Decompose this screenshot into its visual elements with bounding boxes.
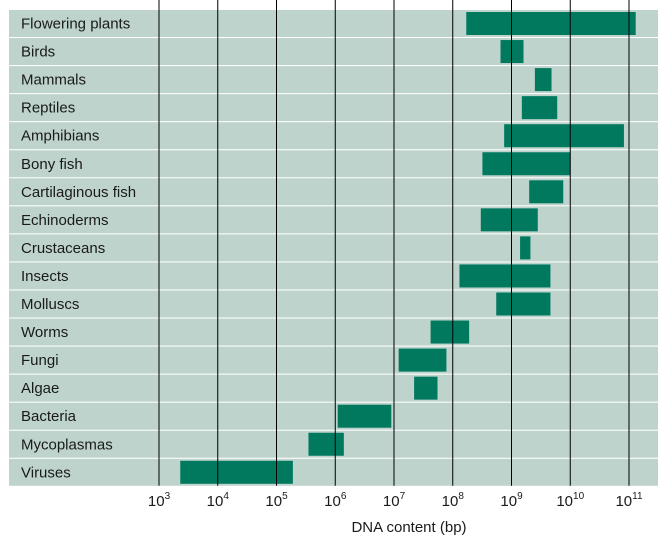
- category-labels: Flowering plants Birds Mammals Reptiles Amph…: [21, 16, 136, 482]
- range-bar: [430, 320, 470, 344]
- range-bars: [180, 12, 636, 484]
- range-bar: [308, 432, 344, 456]
- x-tick-label: 104: [207, 491, 230, 510]
- category-label: Amphibians: [21, 128, 99, 145]
- range-bar: [482, 152, 571, 176]
- range-bar: [534, 68, 552, 92]
- row-band: [9, 346, 658, 374]
- x-tick-label: 105: [265, 491, 288, 510]
- range-bar: [496, 292, 551, 316]
- category-label: Insects: [21, 268, 69, 285]
- row-band: [9, 262, 658, 290]
- category-label: Algae: [21, 380, 59, 397]
- range-bar: [337, 404, 392, 428]
- x-tick-labels: 103 104 105 106 107 108 109 1010 1011: [148, 491, 643, 510]
- row-band: [9, 206, 658, 234]
- range-bar: [398, 348, 447, 372]
- x-axis-title: DNA content (bp): [351, 519, 466, 536]
- x-tick-label: 108: [442, 491, 465, 510]
- range-bar: [520, 236, 531, 260]
- x-tick-label: 109: [500, 491, 523, 510]
- category-label: Bony fish: [21, 156, 83, 173]
- category-label: Birds: [21, 44, 55, 61]
- category-label: Fungi: [21, 352, 59, 369]
- gridlines: [158, 0, 630, 486]
- row-band: [9, 66, 658, 94]
- category-label: Cartilaginous fish: [21, 184, 136, 201]
- category-label: Mycoplasmas: [21, 436, 113, 453]
- range-bar: [414, 376, 438, 400]
- category-label: Viruses: [21, 464, 71, 481]
- row-band: [9, 234, 658, 262]
- category-label: Echinoderms: [21, 212, 109, 229]
- x-tick-label: 106: [324, 491, 347, 510]
- range-bar: [480, 208, 538, 232]
- row-band: [9, 458, 658, 486]
- category-label: Reptiles: [21, 100, 75, 117]
- row-bands: [9, 10, 658, 486]
- row-band: [9, 94, 658, 122]
- range-bar: [529, 180, 564, 204]
- x-tick-label: 1010: [556, 491, 584, 510]
- category-label: Worms: [21, 324, 68, 341]
- row-band: [9, 318, 658, 346]
- range-bar: [466, 12, 636, 35]
- x-tick-label: 107: [383, 491, 406, 510]
- row-band: [9, 374, 658, 402]
- range-bar: [180, 460, 293, 484]
- category-label: Bacteria: [21, 408, 77, 425]
- category-label: Crustaceans: [21, 240, 105, 257]
- range-bar: [500, 40, 524, 64]
- x-tick-label: 1011: [615, 491, 643, 510]
- row-band: [9, 290, 658, 318]
- range-bar: [504, 124, 624, 148]
- category-label: Mammals: [21, 72, 86, 89]
- range-bar: [459, 264, 551, 288]
- range-bar: [521, 96, 558, 120]
- x-tick-label: 103: [148, 491, 171, 510]
- row-band: [9, 402, 658, 430]
- row-band: [9, 38, 658, 66]
- category-label: Molluscs: [21, 296, 79, 313]
- category-label: Flowering plants: [21, 16, 130, 33]
